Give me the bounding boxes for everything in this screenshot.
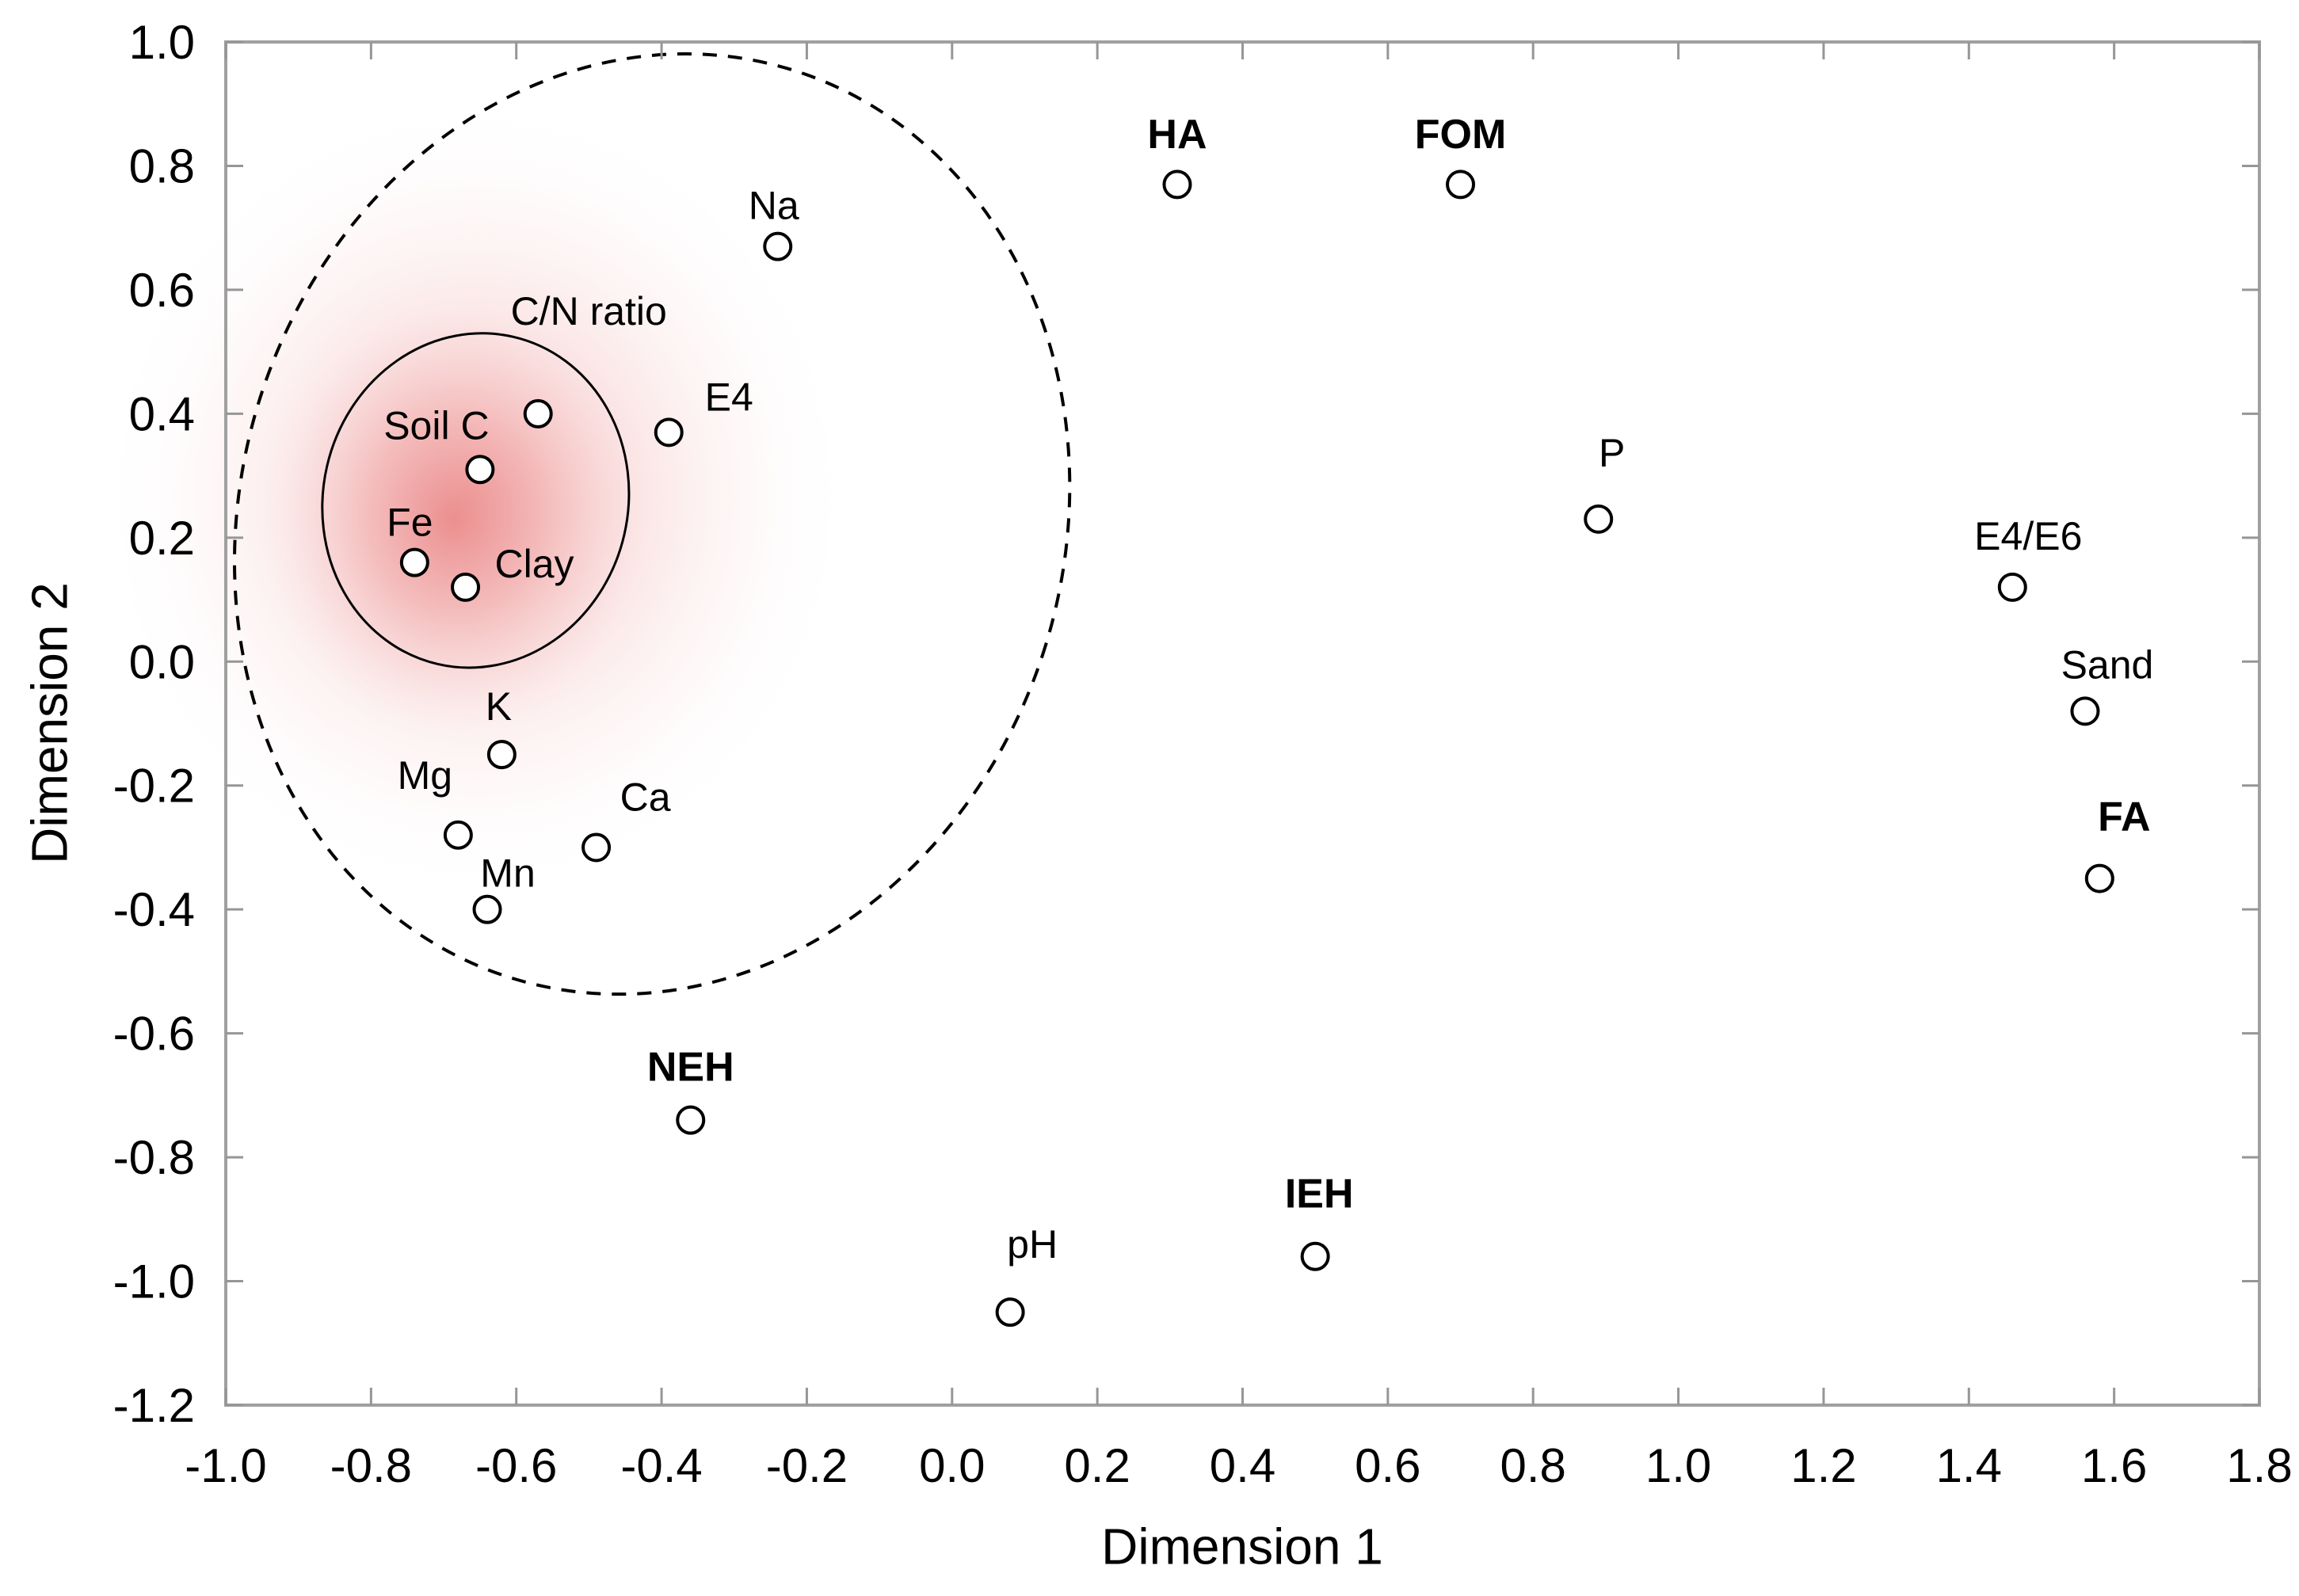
y-tick-label: 1.0 bbox=[129, 16, 195, 69]
point-label-ph: pH bbox=[1007, 1222, 1058, 1267]
y-tick-label: -1.2 bbox=[113, 1379, 195, 1432]
x-tick-label: 0.8 bbox=[1500, 1439, 1566, 1492]
point-label-c-n-ratio: C/N ratio bbox=[511, 289, 667, 333]
point-marker-fom bbox=[1446, 170, 1476, 200]
x-tick-label: -0.6 bbox=[475, 1439, 557, 1492]
point-label-ieh: IEH bbox=[1285, 1171, 1354, 1217]
highlight-glow bbox=[94, 93, 856, 902]
point-label-ha: HA bbox=[1147, 112, 1207, 158]
x-tick-label: -0.2 bbox=[766, 1439, 848, 1492]
point-marker-fa bbox=[2084, 863, 2114, 893]
x-tick-label: 1.0 bbox=[1645, 1439, 1711, 1492]
point-marker-mn bbox=[472, 894, 502, 924]
point-label-mn: Mn bbox=[480, 851, 535, 896]
x-tick-labels: -1.0 -0.8 -0.6 -0.4 -0.2 0.0 0.2 0.4 0.6 0.8 1.0 1.… bbox=[185, 1439, 2292, 1492]
point-label-e4: E4 bbox=[705, 375, 753, 419]
glow-core-ellipse bbox=[262, 305, 644, 733]
point-marker-neh bbox=[676, 1105, 706, 1135]
point-label-clay: Clay bbox=[495, 542, 574, 586]
point-label-neh: NEH bbox=[647, 1044, 734, 1090]
x-tick-label: 1.4 bbox=[1936, 1439, 2002, 1492]
point-marker-ph bbox=[995, 1297, 1025, 1327]
point-label-fe: Fe bbox=[387, 501, 433, 545]
x-tick-label: 1.2 bbox=[1790, 1439, 1856, 1492]
point-label-p: P bbox=[1599, 431, 1625, 475]
x-tick-label: 0.2 bbox=[1064, 1439, 1130, 1492]
y-tick-label: -0.4 bbox=[113, 883, 195, 936]
point-marker-ca bbox=[581, 832, 612, 863]
x-tick-label: -0.4 bbox=[620, 1439, 702, 1492]
point-marker-e4-e6 bbox=[1997, 572, 2027, 602]
data-points bbox=[399, 170, 2114, 1327]
y-ticks bbox=[226, 40, 2259, 1407]
y-tick-label: 0.0 bbox=[129, 635, 195, 688]
point-marker-ha bbox=[1162, 170, 1192, 200]
y-tick-label: 0.8 bbox=[129, 139, 195, 192]
point-label-fom: FOM bbox=[1415, 112, 1507, 158]
x-tick-label: 0.4 bbox=[1210, 1439, 1275, 1492]
cluster-ellipses bbox=[233, 52, 1072, 996]
y-tick-label: 0.6 bbox=[129, 264, 195, 317]
x-tick-label: -0.8 bbox=[330, 1439, 412, 1492]
point-marker-na bbox=[763, 231, 793, 261]
point-marker-mg bbox=[443, 820, 473, 850]
point-label-sand: Sand bbox=[2061, 642, 2154, 687]
solid-cluster-ellipse bbox=[321, 332, 631, 669]
point-marker-soil-c bbox=[465, 455, 495, 485]
point-label-fa: FA bbox=[2098, 794, 2150, 840]
x-tick-label: 0.0 bbox=[919, 1439, 985, 1492]
x-tick-label: 1.8 bbox=[2226, 1439, 2292, 1492]
y-tick-label: 0.2 bbox=[129, 512, 195, 565]
x-tick-label: 0.6 bbox=[1355, 1439, 1420, 1492]
point-marker-p bbox=[1584, 504, 1614, 534]
point-marker-k bbox=[486, 740, 517, 770]
point-marker-c-n-ratio bbox=[523, 398, 553, 429]
point-marker-sand bbox=[2070, 696, 2100, 726]
x-axis-title: Dimension 1 bbox=[1101, 1518, 1383, 1575]
point-label-soil-c: Soil C bbox=[383, 403, 489, 448]
y-tick-label: -0.2 bbox=[113, 760, 195, 813]
point-marker-fe bbox=[399, 547, 429, 577]
y-tick-label: -0.8 bbox=[113, 1131, 195, 1184]
y-tick-label: 0.4 bbox=[129, 387, 195, 440]
y-tick-label: -1.0 bbox=[113, 1255, 195, 1308]
y-tick-labels: 1.0 0.8 0.6 0.4 0.2 0.0 -0.2 -0.4 -0.6 -0.8 -1.0 -1… bbox=[113, 16, 195, 1432]
y-tick-label: -0.6 bbox=[113, 1007, 195, 1061]
point-marker-ieh bbox=[1300, 1241, 1330, 1271]
dashed-cluster-ellipse bbox=[233, 52, 1072, 996]
x-tick-label: -1.0 bbox=[185, 1439, 266, 1492]
point-labels: Na HA FOM C/N ratio Soil C E4 Fe Clay K Mg Ca Mn NEH… bbox=[383, 112, 2153, 1267]
point-label-ca: Ca bbox=[620, 775, 671, 819]
x-tick-label: 1.6 bbox=[2081, 1439, 2147, 1492]
point-label-na: Na bbox=[749, 184, 799, 228]
point-label-k: K bbox=[486, 684, 512, 729]
y-axis-title: Dimension 2 bbox=[21, 582, 78, 864]
point-label-e4-e6: E4/E6 bbox=[1974, 514, 2082, 558]
point-marker-e4 bbox=[654, 417, 684, 448]
point-label-mg: Mg bbox=[398, 753, 452, 798]
x-ticks bbox=[224, 42, 2261, 1405]
point-marker-clay bbox=[451, 572, 481, 602]
